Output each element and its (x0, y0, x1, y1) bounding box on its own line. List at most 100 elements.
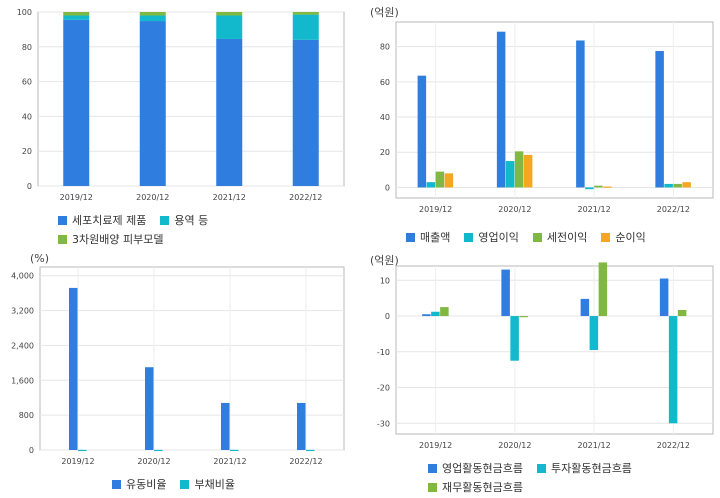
product-mix-chart: 0 20 40 60 80 100 2019/12 2020/12 2021/12 2022/12 (17, 8, 345, 202)
bar (668, 316, 678, 424)
ratio-legend: 유동비율 부채비율 (112, 476, 249, 495)
legend-swatch (58, 215, 67, 225)
bar (139, 15, 166, 22)
income-chart-panel: (억원) 0 20 40 60 80 2019/12 2020/12 2021/12 2022/… (360, 0, 720, 248)
x-tick-label: 2022/12 (289, 457, 322, 466)
legend-item[interactable]: 유동비율 (112, 476, 166, 492)
legend-row: 영업활동현금흐름 투자활동현금흐름 (428, 460, 646, 476)
bar (440, 307, 449, 317)
legend-swatch (532, 232, 542, 242)
legend-item[interactable]: 세전이익 (532, 229, 587, 245)
y-tick-label: 60 (22, 78, 32, 87)
y-tick-label: 800 (19, 411, 34, 420)
legend-item[interactable]: 매출액 (406, 229, 450, 245)
x-tick-label: 2021/12 (578, 441, 611, 450)
x-tick-label: 2022/12 (657, 205, 690, 214)
legend-item[interactable]: 3차원배양 피부모델 (58, 231, 163, 247)
bar (659, 278, 669, 317)
legend-row: 세포치료제 제품 용역 등 (58, 212, 222, 228)
legend-label: 3차원배양 피부모델 (72, 233, 164, 246)
bar (496, 31, 506, 188)
product-mix-chart-panel: 0 20 40 60 80 100 2019/12 2020/12 2021/12 2022/12… (0, 0, 360, 248)
bar (422, 314, 431, 317)
bar (594, 185, 603, 188)
bar (426, 182, 436, 188)
legend-label: 부채비율 (194, 478, 235, 491)
ratio-unit-label: (%) (30, 252, 50, 265)
legend-swatch (112, 479, 121, 489)
legend-swatch (536, 463, 546, 473)
legend-label: 용역 등 (174, 214, 209, 227)
y-tick-label: 80 (22, 43, 32, 52)
legend-item[interactable]: 세포치료제 제품 (58, 212, 146, 228)
legend-item[interactable]: 용역 등 (160, 212, 208, 228)
bar (655, 51, 664, 188)
income-unit-label: (억원) (370, 6, 399, 19)
bar (677, 309, 687, 317)
legend-swatch (160, 215, 170, 225)
legend-item[interactable]: 투자활동현금흐름 (536, 460, 632, 476)
bar (154, 449, 163, 452)
y-tick-label: 80 (380, 43, 390, 52)
y-tick-label: 10 (380, 276, 390, 285)
bar (417, 75, 427, 188)
legend-item[interactable]: 영업활동현금흐름 (428, 460, 523, 476)
y-tick-label: -10 (377, 348, 390, 357)
bar (216, 15, 243, 39)
x-tick-label: 2020/12 (136, 193, 169, 202)
bar (519, 316, 528, 318)
bar (510, 316, 519, 361)
x-tick-label: 2021/12 (213, 457, 246, 466)
bar (431, 311, 440, 317)
bar (673, 183, 682, 188)
legend-label: 재무활동현금흐름 (442, 481, 523, 494)
bar (585, 187, 594, 190)
x-tick-label: 2021/12 (578, 205, 611, 214)
bar (589, 316, 599, 350)
bar (664, 183, 673, 188)
income-chart: 0 20 40 60 80 2019/12 2020/12 2021/12 2022/12 (380, 21, 714, 214)
y-tick-label: 60 (380, 78, 390, 87)
legend-label: 매출액 (420, 231, 451, 244)
legend-label: 투자활동현금흐름 (550, 462, 632, 475)
product-mix-legend: 세포치료제 제품 용역 등 3차원배양 피부모델 (58, 212, 222, 250)
cashflow-chart-panel: (억원) -30 -20 -10 0 10 2019/12 2020/12 2021/12 20… (360, 248, 720, 496)
legend-item[interactable]: 부채비율 (180, 476, 235, 492)
bar (139, 21, 166, 186)
legend-row: 유동비율 부채비율 (112, 476, 249, 492)
ratio-chart: 0 800 1,600 2,400 3,200 4,000 2019/12 2020/12 20… (11, 266, 345, 466)
cashflow-chart: -30 -20 -10 0 10 2019/12 2020/12 2021/12 2022/12 (377, 262, 714, 450)
bar (523, 154, 533, 188)
y-tick-label: 0 (29, 446, 34, 455)
y-tick-label: 4,000 (11, 272, 34, 281)
y-tick-label: 1,600 (11, 376, 34, 385)
y-tick-label: -30 (377, 419, 390, 428)
legend-item[interactable]: 영업이익 (464, 229, 519, 245)
legend-swatch (464, 232, 474, 242)
x-tick-label: 2022/12 (657, 441, 690, 450)
bar (306, 449, 315, 452)
bar (145, 367, 154, 450)
bar (63, 15, 90, 20)
legend-row: 3차원배양 피부모델 (58, 231, 222, 247)
y-tick-label: 3,200 (11, 307, 34, 316)
bar (580, 298, 590, 317)
cashflow-unit-label: (억원) (370, 254, 399, 267)
y-tick-label: 40 (22, 112, 32, 121)
bar (603, 186, 612, 188)
plot-area (39, 266, 345, 451)
bar (216, 12, 243, 16)
y-tick-label: 0 (385, 312, 390, 321)
y-tick-label: 2,400 (11, 341, 34, 350)
bar (63, 12, 90, 16)
y-tick-label: 0 (27, 182, 32, 191)
x-tick-label: 2019/12 (60, 193, 93, 202)
bar (292, 12, 319, 15)
bar (435, 171, 445, 188)
y-tick-label: 20 (380, 148, 390, 157)
legend-item[interactable]: 재무활동현금흐름 (428, 479, 523, 495)
legend-item[interactable]: 순이익 (601, 229, 646, 245)
income-legend: 매출액 영업이익 세전이익 순이익 (406, 229, 660, 248)
legend-label: 세포치료제 제품 (72, 214, 147, 227)
